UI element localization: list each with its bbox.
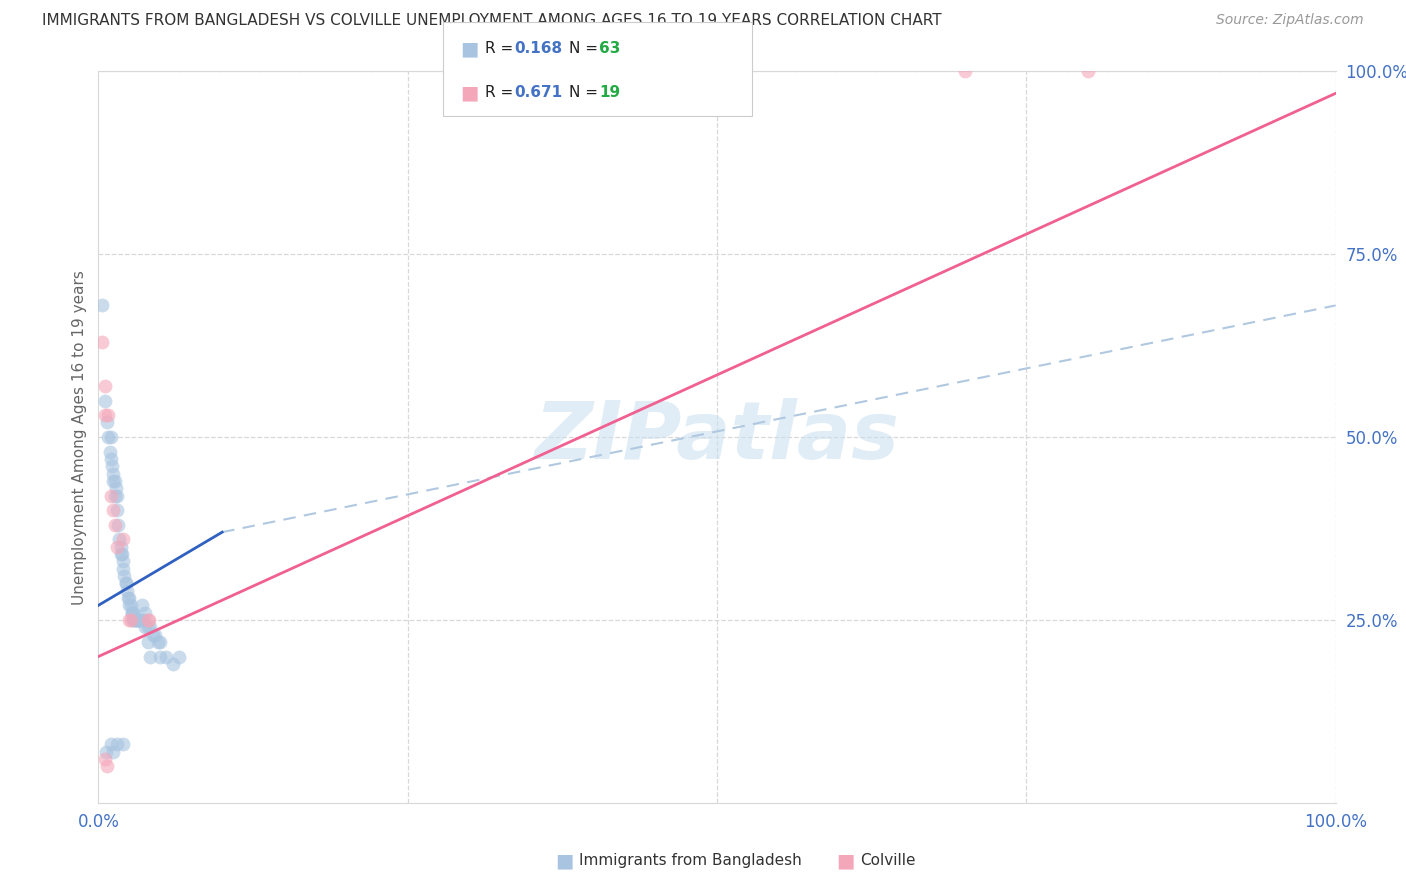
Point	[125, 613, 148, 627]
Point	[93, 408, 115, 422]
Point	[91, 298, 114, 312]
Point	[105, 737, 128, 751]
Text: ■: ■	[460, 83, 478, 102]
Point	[104, 481, 127, 495]
Point	[134, 620, 156, 634]
Point	[136, 635, 159, 649]
Point	[115, 583, 138, 598]
Point	[94, 745, 117, 759]
Text: N =: N =	[569, 41, 603, 56]
Point	[103, 467, 125, 481]
Point	[98, 444, 121, 458]
Text: 63: 63	[599, 41, 620, 56]
Point	[134, 606, 156, 620]
Text: 0.168: 0.168	[515, 41, 562, 56]
Text: ■: ■	[837, 851, 855, 871]
Point	[143, 627, 166, 641]
Point	[117, 591, 139, 605]
Point	[105, 503, 128, 517]
Point	[138, 613, 160, 627]
Point	[110, 547, 132, 561]
Point	[93, 752, 115, 766]
Point	[112, 737, 135, 751]
Point	[121, 606, 143, 620]
Y-axis label: Unemployment Among Ages 16 to 19 years: Unemployment Among Ages 16 to 19 years	[72, 269, 87, 605]
Point	[103, 474, 125, 488]
Point	[122, 606, 145, 620]
Point	[121, 606, 143, 620]
Point	[134, 613, 156, 627]
Point	[105, 540, 128, 554]
Point	[103, 745, 125, 759]
Point	[100, 452, 122, 467]
Point	[93, 393, 115, 408]
Point	[112, 569, 135, 583]
Point	[114, 576, 136, 591]
Point	[953, 64, 976, 78]
Text: R =: R =	[485, 41, 519, 56]
Point	[101, 459, 124, 474]
Point	[122, 613, 145, 627]
Text: Immigrants from Bangladesh: Immigrants from Bangladesh	[579, 854, 801, 868]
Text: 0.671: 0.671	[515, 85, 562, 100]
Point	[139, 649, 162, 664]
Point	[112, 533, 135, 547]
Point	[136, 620, 159, 634]
Point	[124, 613, 146, 627]
Text: Source: ZipAtlas.com: Source: ZipAtlas.com	[1216, 13, 1364, 28]
Point	[131, 613, 153, 627]
Text: R =: R =	[485, 85, 519, 100]
Point	[127, 613, 149, 627]
Text: ■: ■	[460, 39, 478, 58]
Point	[97, 408, 120, 422]
Point	[103, 474, 125, 488]
Point	[110, 540, 132, 554]
Text: IMMIGRANTS FROM BANGLADESH VS COLVILLE UNEMPLOYMENT AMONG AGES 16 TO 19 YEARS CO: IMMIGRANTS FROM BANGLADESH VS COLVILLE U…	[42, 13, 942, 29]
Point	[100, 489, 122, 503]
Point	[100, 430, 122, 444]
Text: 19: 19	[599, 85, 620, 100]
Point	[118, 613, 141, 627]
Point	[131, 599, 153, 613]
Point	[114, 576, 136, 591]
Point	[155, 649, 177, 664]
Point	[118, 599, 141, 613]
Point	[103, 503, 125, 517]
Text: ZIPatlas: ZIPatlas	[534, 398, 900, 476]
Point	[105, 489, 128, 503]
Point	[112, 554, 135, 568]
Point	[108, 533, 131, 547]
Point	[129, 613, 152, 627]
Point	[146, 635, 169, 649]
Point	[142, 627, 165, 641]
Point	[162, 657, 184, 671]
Point	[91, 334, 114, 349]
Text: Colville: Colville	[860, 854, 915, 868]
Point	[103, 489, 125, 503]
Point	[128, 613, 150, 627]
Point	[120, 599, 142, 613]
Point	[1077, 64, 1099, 78]
Text: ■: ■	[555, 851, 574, 871]
Point	[167, 649, 190, 664]
Point	[124, 613, 146, 627]
Point	[107, 517, 129, 532]
Point	[96, 759, 118, 773]
Point	[149, 635, 172, 649]
Point	[120, 613, 142, 627]
Point	[103, 517, 125, 532]
Point	[149, 649, 172, 664]
Point	[139, 620, 162, 634]
Point	[136, 613, 159, 627]
Text: N =: N =	[569, 85, 603, 100]
Point	[97, 430, 120, 444]
Point	[118, 591, 141, 605]
Point	[111, 547, 134, 561]
Point	[96, 416, 118, 430]
Point	[112, 562, 135, 576]
Point	[100, 737, 122, 751]
Point	[93, 379, 115, 393]
Point	[124, 613, 146, 627]
